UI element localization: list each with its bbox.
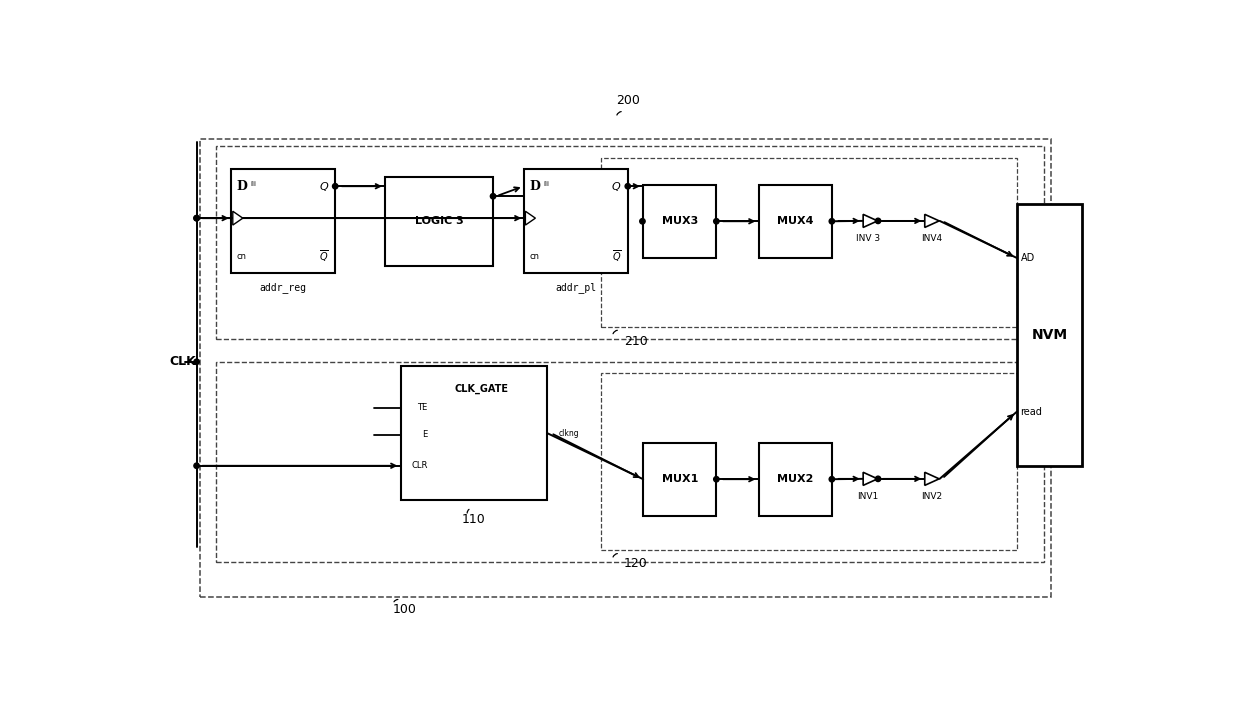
Text: iii: iii bbox=[250, 181, 257, 187]
Text: D: D bbox=[237, 180, 248, 192]
Text: cn: cn bbox=[529, 252, 539, 261]
Circle shape bbox=[875, 476, 880, 482]
Text: INV4: INV4 bbox=[921, 234, 942, 243]
Polygon shape bbox=[925, 472, 939, 485]
Text: clkng: clkng bbox=[558, 429, 579, 438]
FancyBboxPatch shape bbox=[1017, 204, 1083, 466]
Text: E: E bbox=[423, 431, 428, 439]
Text: 120: 120 bbox=[624, 557, 647, 570]
Circle shape bbox=[714, 477, 719, 482]
Polygon shape bbox=[863, 472, 878, 485]
Circle shape bbox=[625, 183, 630, 189]
Text: CLR: CLR bbox=[412, 461, 428, 470]
Text: $\it{Q}$: $\it{Q}$ bbox=[319, 180, 329, 192]
Text: 210: 210 bbox=[624, 334, 647, 348]
Text: MUX4: MUX4 bbox=[777, 216, 813, 226]
Text: INV1: INV1 bbox=[857, 492, 879, 501]
Circle shape bbox=[193, 463, 200, 468]
Circle shape bbox=[193, 216, 200, 221]
FancyBboxPatch shape bbox=[401, 366, 547, 501]
Circle shape bbox=[332, 183, 337, 189]
Text: 100: 100 bbox=[393, 603, 417, 616]
Circle shape bbox=[714, 219, 719, 224]
Text: NVM: NVM bbox=[1032, 328, 1068, 342]
Polygon shape bbox=[233, 212, 243, 225]
Text: $\overline{\it{Q}}$: $\overline{\it{Q}}$ bbox=[613, 248, 621, 264]
FancyBboxPatch shape bbox=[759, 185, 832, 258]
FancyBboxPatch shape bbox=[231, 169, 335, 274]
Text: 200: 200 bbox=[616, 94, 640, 106]
FancyBboxPatch shape bbox=[386, 177, 494, 266]
Text: INV 3: INV 3 bbox=[856, 234, 880, 243]
Text: AD: AD bbox=[1021, 253, 1034, 263]
Circle shape bbox=[875, 218, 880, 223]
Text: CLK: CLK bbox=[170, 355, 196, 368]
Text: $\overline{\it{Q}}$: $\overline{\it{Q}}$ bbox=[320, 248, 329, 264]
Text: 110: 110 bbox=[463, 513, 486, 526]
Circle shape bbox=[830, 219, 835, 224]
Text: read: read bbox=[1021, 407, 1043, 417]
Text: INV2: INV2 bbox=[921, 492, 942, 501]
Text: MUX2: MUX2 bbox=[777, 474, 813, 484]
Circle shape bbox=[830, 477, 835, 482]
Text: addr_reg: addr_reg bbox=[259, 282, 306, 293]
Polygon shape bbox=[526, 212, 536, 225]
FancyBboxPatch shape bbox=[644, 185, 717, 258]
Circle shape bbox=[193, 216, 200, 221]
Text: cn: cn bbox=[237, 252, 247, 261]
Text: MUX3: MUX3 bbox=[662, 216, 698, 226]
Text: D: D bbox=[529, 180, 541, 192]
Text: LOGIC 3: LOGIC 3 bbox=[414, 216, 464, 226]
Circle shape bbox=[640, 219, 645, 224]
Polygon shape bbox=[925, 214, 939, 228]
Text: TE: TE bbox=[418, 403, 428, 412]
Text: $\it{Q}$: $\it{Q}$ bbox=[611, 180, 621, 192]
Text: iii: iii bbox=[543, 181, 549, 187]
Polygon shape bbox=[863, 214, 878, 228]
Circle shape bbox=[490, 194, 496, 199]
Circle shape bbox=[193, 359, 200, 364]
FancyBboxPatch shape bbox=[759, 443, 832, 516]
Text: addr_pl: addr_pl bbox=[556, 282, 596, 293]
FancyBboxPatch shape bbox=[644, 443, 717, 516]
Text: CLK_GATE: CLK_GATE bbox=[454, 384, 508, 394]
Text: MUX1: MUX1 bbox=[662, 474, 698, 484]
FancyBboxPatch shape bbox=[523, 169, 627, 274]
